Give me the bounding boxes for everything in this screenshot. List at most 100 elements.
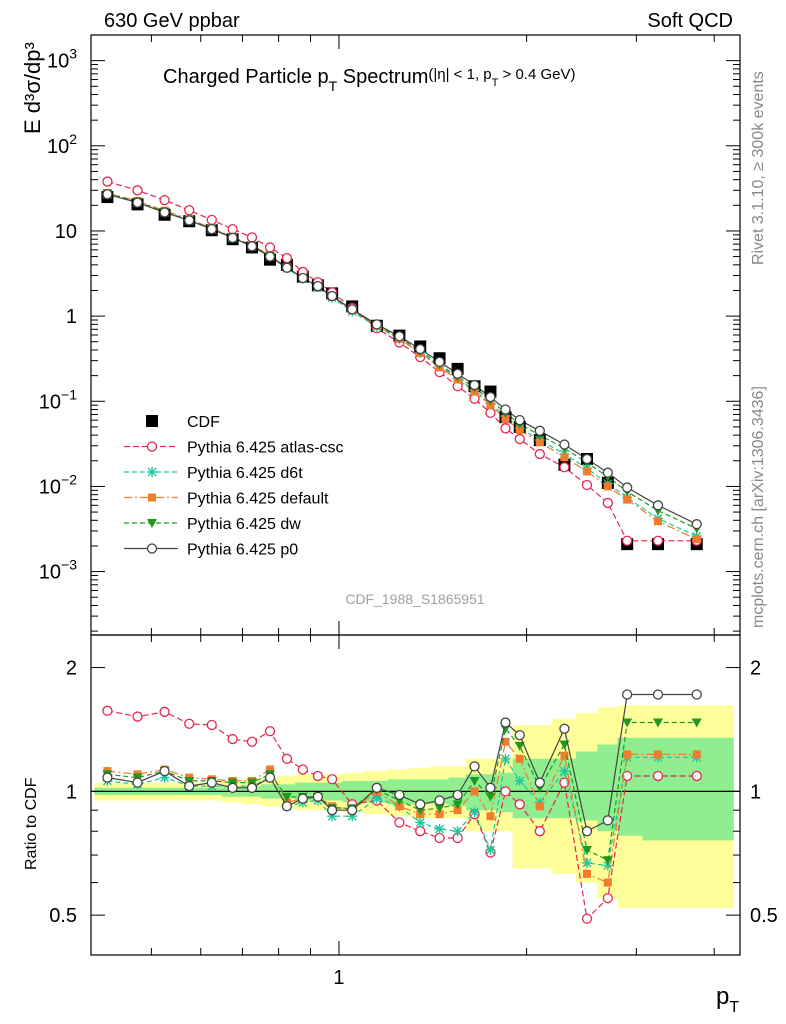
y-tick-label-base: 10 <box>55 221 77 243</box>
ratio-ticks: 0.5 0.5 1 1 2 2 1 <box>49 635 778 989</box>
legend-marker-d6t <box>147 467 157 477</box>
legend-label-atlas_csc: Pythia 6.425 atlas-csc <box>187 440 344 457</box>
ratio-point-default <box>486 812 495 821</box>
star-stroke <box>415 817 425 827</box>
ratio-xlabel: pT <box>716 983 739 1016</box>
ratio-point-d6t <box>581 857 592 868</box>
ratio-point-d6t <box>602 860 613 871</box>
ratio-point-atlas_csc <box>602 892 613 904</box>
ratio-point-d6t <box>434 823 445 834</box>
point-default <box>692 535 701 544</box>
ratio-point-default <box>453 806 462 815</box>
ratio-point-dw <box>653 718 664 728</box>
point-p0 <box>132 197 143 208</box>
star-stroke <box>453 826 463 836</box>
point-default <box>501 414 510 423</box>
y-tick-label-exp: −3 <box>61 557 77 573</box>
point-p0 <box>246 241 258 252</box>
ratio-point-p0 <box>281 801 293 812</box>
ratio-point-atlas_csc <box>184 718 195 729</box>
point-atlas_csc <box>206 214 217 226</box>
analysis-id: CDF_1988_S1865951 <box>345 591 485 607</box>
point-p0 <box>371 319 382 330</box>
ratio-point-d6t <box>469 807 480 818</box>
ratio-point-atlas_csc <box>297 764 309 775</box>
ratio-point-p0 <box>469 761 480 772</box>
ratio-point-dw <box>434 804 445 814</box>
ratio-point-p0 <box>184 780 195 792</box>
ratio-point-atlas_csc <box>227 733 238 745</box>
point-default <box>582 467 591 476</box>
ratio-point-atlas_csc <box>514 799 525 810</box>
point-p0 <box>281 262 293 273</box>
point-p0 <box>514 415 525 426</box>
point-atlas_csc <box>281 252 293 264</box>
ratio-y-tick-label-right: 1 <box>750 781 761 803</box>
point-atlas_csc <box>500 423 511 434</box>
point-atlas_csc <box>469 393 480 404</box>
ratio-point-p0 <box>485 782 496 793</box>
point-p0 <box>159 207 170 218</box>
star-stroke <box>435 824 445 834</box>
ratio-point-p0 <box>602 815 613 826</box>
main-title-a: Charged Particle p <box>163 66 329 88</box>
ratio-point-dw <box>581 846 592 856</box>
ratio-point-atlas_csc <box>281 753 293 764</box>
point-p0 <box>622 482 633 493</box>
ratio-point-dw <box>622 718 633 728</box>
y-tick-label: 10−3 <box>39 557 77 584</box>
ratio-point-default <box>470 787 479 796</box>
point-atlas_csc <box>132 185 143 196</box>
point-p0 <box>394 331 405 342</box>
star-stroke <box>470 807 480 817</box>
main-title-extra: (|η| < 1, p <box>428 66 491 83</box>
ratio-point-atlas_csc <box>132 711 143 722</box>
point-atlas_csc <box>264 242 276 253</box>
legend-item-default: Pythia 6.425 default <box>124 491 329 508</box>
ratio-x-tick-label: 1 <box>333 967 344 989</box>
point-atlas_csc <box>652 535 664 546</box>
point-atlas_csc <box>485 407 496 419</box>
ratio-frame <box>90 634 741 956</box>
main-title-b: Spectrum <box>337 66 428 88</box>
ratio-point-atlas_csc <box>622 770 633 782</box>
legend-marker-cdf <box>146 415 158 427</box>
ratio-point-dw <box>452 800 463 810</box>
ratio-data-layer <box>91 689 740 924</box>
y-tick-label: 103 <box>47 46 77 73</box>
point-p0 <box>485 391 496 403</box>
ratio-point-atlas_csc <box>652 770 664 782</box>
y-tick-label-base: 10 <box>47 51 69 73</box>
star-stroke <box>515 776 525 786</box>
main-title-extra-b: > 0.4 GeV) <box>498 66 575 83</box>
ratio-point-d6t <box>500 753 511 764</box>
star-stroke <box>372 794 382 804</box>
ratio-point-atlas_csc <box>691 770 702 782</box>
star-stroke <box>147 467 157 477</box>
point-default <box>623 495 632 504</box>
y-tick-label: 10−1 <box>39 386 77 413</box>
star-stroke <box>501 754 510 764</box>
legend-item-dw: Pythia 6.425 dw <box>124 516 301 533</box>
ratio-point-atlas_csc <box>206 719 217 731</box>
legend-marker-atlas_csc <box>146 441 158 452</box>
ratio-y-tick-label-right: 0.5 <box>750 905 778 927</box>
point-p0 <box>469 379 480 391</box>
point-default <box>535 438 544 447</box>
ratio-point-default <box>560 751 569 760</box>
ratio-point-p0 <box>452 789 463 801</box>
star-stroke <box>603 861 613 871</box>
ratio-point-p0 <box>206 777 217 788</box>
ratio-point-atlas_csc <box>159 706 170 718</box>
ratio-point-p0 <box>371 782 382 793</box>
point-default <box>515 425 524 434</box>
ratio-point-default <box>603 878 612 887</box>
ratio-point-p0 <box>622 689 633 700</box>
legend: CDF Pythia 6.425 atlas-csc Pythia 6.425 d6… <box>124 414 344 559</box>
star-stroke <box>582 858 592 868</box>
ratio-point-default <box>692 750 701 759</box>
ratio-point-p0 <box>159 765 170 777</box>
ratio-point-p0 <box>297 793 309 804</box>
